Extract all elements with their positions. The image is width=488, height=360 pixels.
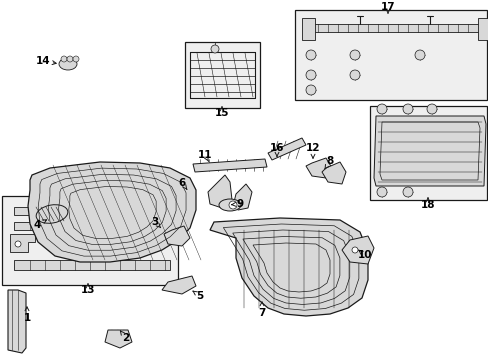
Text: 11: 11 <box>197 150 212 160</box>
Circle shape <box>414 50 424 60</box>
Ellipse shape <box>59 58 77 70</box>
Bar <box>369 106 486 200</box>
Circle shape <box>67 56 73 62</box>
Text: 2: 2 <box>122 333 129 343</box>
Circle shape <box>305 70 315 80</box>
Text: 18: 18 <box>420 200 434 210</box>
Text: 17: 17 <box>380 2 394 12</box>
Bar <box>294 10 486 100</box>
Polygon shape <box>162 276 196 294</box>
Circle shape <box>73 56 79 62</box>
Ellipse shape <box>36 205 68 223</box>
Circle shape <box>305 85 315 95</box>
Text: 9: 9 <box>236 199 243 209</box>
Circle shape <box>305 50 315 60</box>
Text: 6: 6 <box>178 178 185 188</box>
Polygon shape <box>373 116 485 186</box>
Polygon shape <box>234 184 251 210</box>
Polygon shape <box>321 162 346 184</box>
Polygon shape <box>305 158 331 178</box>
Bar <box>184 42 260 108</box>
Polygon shape <box>105 330 132 348</box>
Circle shape <box>426 104 436 114</box>
Polygon shape <box>477 18 488 40</box>
Polygon shape <box>207 175 231 208</box>
Circle shape <box>402 104 412 114</box>
Polygon shape <box>267 138 305 160</box>
Polygon shape <box>193 159 266 172</box>
Circle shape <box>402 187 412 197</box>
Polygon shape <box>10 234 35 252</box>
Bar <box>2 196 178 285</box>
Text: 5: 5 <box>196 291 203 301</box>
Circle shape <box>376 187 386 197</box>
Ellipse shape <box>219 199 241 211</box>
Circle shape <box>349 50 359 60</box>
Polygon shape <box>14 260 170 270</box>
Text: 3: 3 <box>151 217 158 227</box>
Polygon shape <box>309 24 479 32</box>
Polygon shape <box>163 226 190 246</box>
Circle shape <box>15 241 21 247</box>
Text: 12: 12 <box>305 143 320 153</box>
Circle shape <box>376 104 386 114</box>
Text: 4: 4 <box>33 220 41 230</box>
Polygon shape <box>8 290 26 353</box>
Circle shape <box>349 70 359 80</box>
Circle shape <box>61 56 67 62</box>
Polygon shape <box>302 18 314 40</box>
Text: 16: 16 <box>269 143 284 153</box>
Text: 15: 15 <box>214 108 229 118</box>
Polygon shape <box>14 222 172 230</box>
Text: 7: 7 <box>258 308 265 318</box>
Polygon shape <box>28 162 196 262</box>
Text: 13: 13 <box>81 285 95 295</box>
Circle shape <box>351 247 357 253</box>
Text: 1: 1 <box>23 313 31 323</box>
Text: 8: 8 <box>325 156 333 166</box>
Polygon shape <box>60 236 85 252</box>
Polygon shape <box>14 207 172 215</box>
Polygon shape <box>341 236 373 264</box>
Circle shape <box>228 201 237 209</box>
Text: 10: 10 <box>357 250 371 260</box>
Circle shape <box>210 45 219 53</box>
Polygon shape <box>209 218 367 316</box>
Text: 14: 14 <box>36 56 50 66</box>
